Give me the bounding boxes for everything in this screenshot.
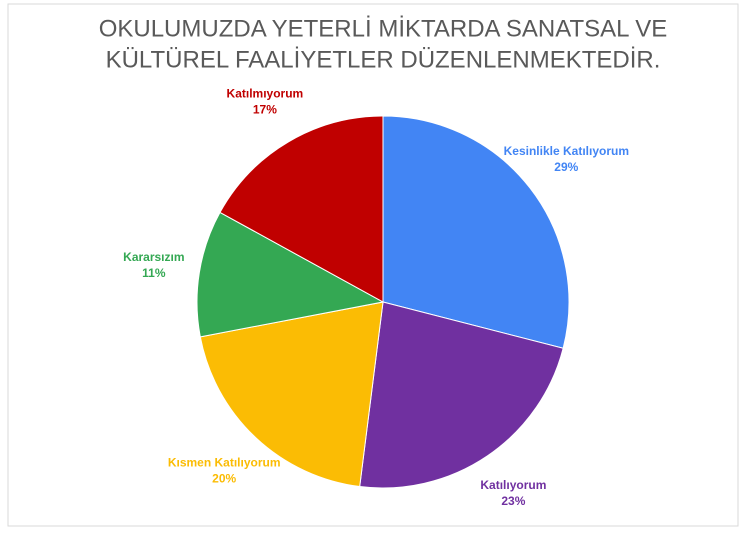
chart-title: OKULUMUZDA YETERLİ MİKTARDA SANATSAL VE	[99, 15, 668, 42]
slice-label: Katılmıyorum	[227, 86, 304, 100]
slice-value-label: 23%	[501, 494, 525, 508]
pie-slice	[382, 115, 570, 349]
slice-value-label: 17%	[253, 102, 277, 116]
slice-value-label: 20%	[212, 471, 236, 485]
chart-title: KÜLTÜREL FAALİYETLER DÜZENLENMEKTEDİR.	[106, 46, 661, 73]
slice-value-label: 11%	[142, 266, 166, 280]
slice-label: Kısmen Katılıyorum	[168, 455, 281, 469]
pie-slice	[219, 115, 384, 303]
slice-value-label: 29%	[554, 160, 578, 174]
slice-label: Katılıyorum	[480, 478, 546, 492]
slice-label: Kesinlikle Katılıyorum	[504, 144, 629, 158]
pie-slice	[359, 301, 564, 489]
slice-label: Kararsızım	[123, 250, 184, 264]
pie-slice	[199, 301, 384, 488]
pie-slice	[196, 211, 385, 338]
